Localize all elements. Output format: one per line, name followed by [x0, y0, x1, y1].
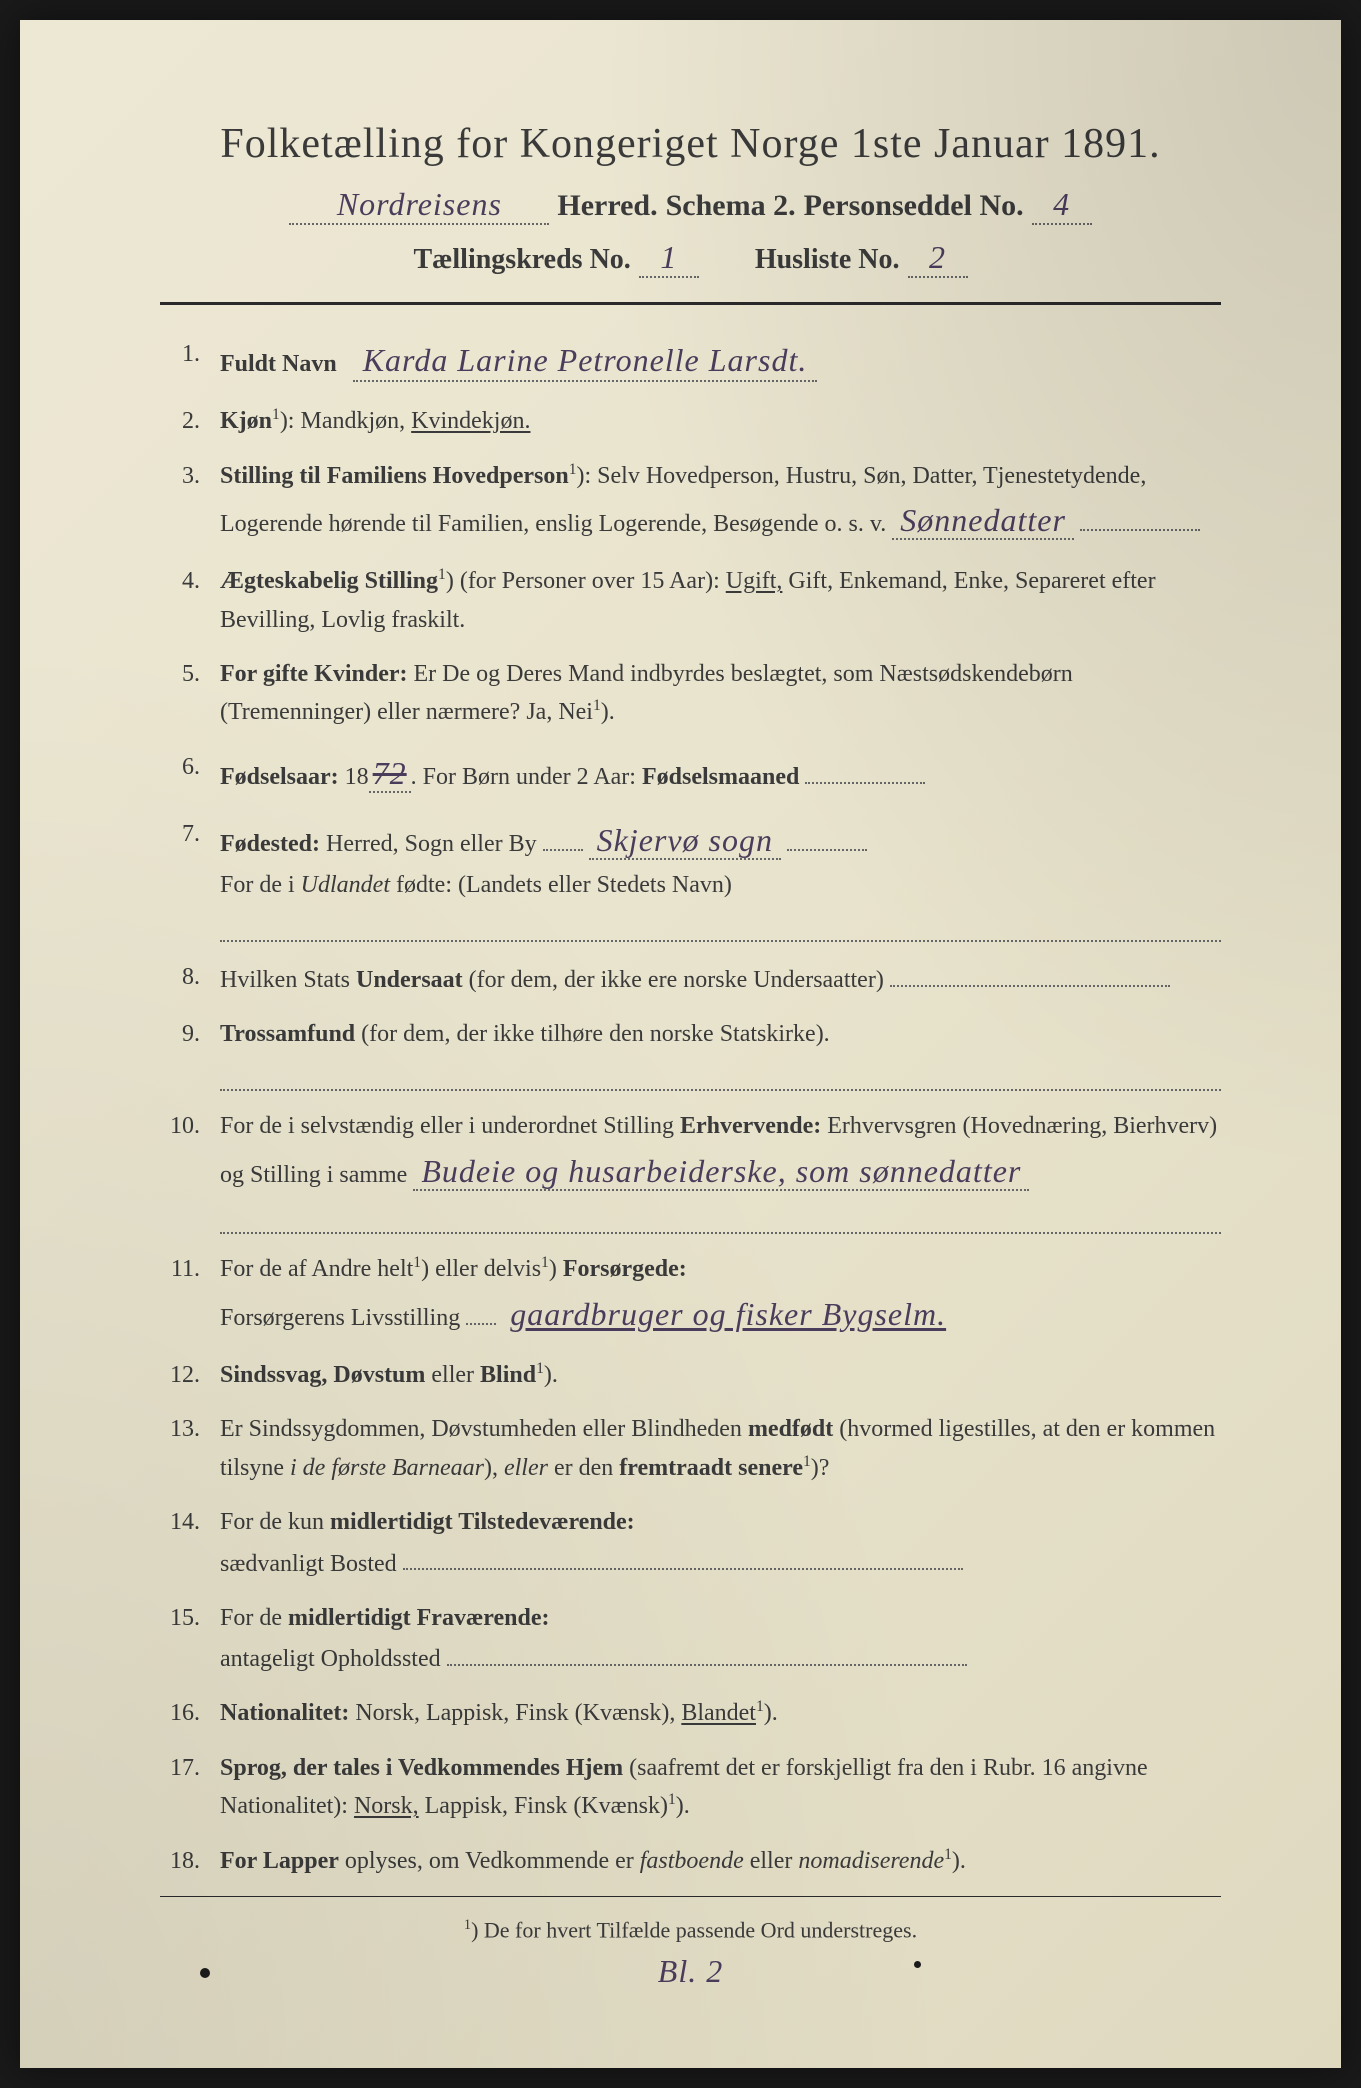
item-num: 11.: [160, 1250, 220, 1288]
item-num: 6.: [160, 748, 220, 786]
item-label: For gifte Kvinder:: [220, 661, 408, 687]
item-7: 7. Fødested: Herred, Sogn eller By Skjer…: [160, 815, 1221, 942]
item-num: 15.: [160, 1599, 220, 1637]
provider-value: gaardbruger og fisker Bygselm.: [502, 1296, 954, 1332]
item-num: 13.: [160, 1410, 220, 1448]
header-row-2: Tællingskreds No. 1 Husliste No. 2: [160, 239, 1221, 278]
item-1: 1. Fuldt Navn Karda Larine Petronelle La…: [160, 335, 1221, 386]
nationality-selected: Blandet: [681, 1700, 756, 1726]
item-12: 12. Sindssvag, Døvstum eller Blind1).: [160, 1356, 1221, 1394]
census-form-page: Folketælling for Kongeriget Norge 1ste J…: [20, 20, 1341, 2068]
item-num: 3.: [160, 457, 220, 495]
divider-top: [160, 302, 1221, 305]
relation-value: Sønnedatter: [892, 502, 1074, 540]
marital-selected: Ugift,: [726, 568, 783, 594]
gender-selected: Kvindekjøn.: [411, 408, 530, 434]
taellingskreds-no: 1: [639, 239, 699, 278]
item-8: 8. Hvilken Stats Undersaat (for dem, der…: [160, 958, 1221, 999]
footnote: 1) De for hvert Tilfælde passende Ord un…: [160, 1917, 1221, 1943]
schema-label: Schema 2.: [666, 189, 796, 223]
item-num: 8.: [160, 958, 220, 996]
bottom-annotation: Bl. 2: [160, 1953, 1221, 1990]
item-label: Fødested:: [220, 831, 320, 857]
full-name-value: Karda Larine Petronelle Larsdt.: [353, 342, 818, 382]
item-10: 10. For de i selvstændig eller i underor…: [160, 1107, 1221, 1234]
item-2: 2. Kjøn1): Mandkjøn, Kvindekjøn.: [160, 402, 1221, 440]
item-label: Ægteskabelig Stilling: [220, 568, 438, 594]
item-6: 6. Fødselsaar: 1872. For Børn under 2 Aa…: [160, 748, 1221, 799]
herred-label: Herred.: [557, 189, 657, 223]
item-label: Kjøn: [220, 408, 272, 434]
husliste-no: 2: [908, 239, 968, 278]
taellingskreds-label: Tællingskreds No.: [413, 244, 630, 276]
form-title: Folketælling for Kongeriget Norge 1ste J…: [160, 120, 1221, 168]
occupation-value: Budeie og husarbeiderske, som sønnedatte…: [413, 1153, 1029, 1191]
item-label: Stilling til Familiens Hovedperson: [220, 463, 569, 489]
item-num: 2.: [160, 402, 220, 440]
header-row-1: Nordreisens Herred. Schema 2. Personsedd…: [160, 186, 1221, 225]
item-label: Trossamfund: [220, 1021, 355, 1047]
item-14: 14. For de kun midlertidigt Tilstedevære…: [160, 1503, 1221, 1583]
item-num: 16.: [160, 1694, 220, 1732]
item-num: 18.: [160, 1842, 220, 1880]
ink-blot: [200, 1968, 210, 1978]
item-num: 1.: [160, 335, 220, 373]
herred-value: Nordreisens: [289, 186, 549, 225]
item-18: 18. For Lapper oplyses, om Vedkommende e…: [160, 1842, 1221, 1880]
item-label: Fødselsaar:: [220, 764, 339, 790]
item-num: 14.: [160, 1503, 220, 1541]
item-13: 13. Er Sindssygdommen, Døvstumheden elle…: [160, 1410, 1221, 1487]
item-num: 12.: [160, 1356, 220, 1394]
divider-bottom: [160, 1896, 1221, 1897]
husliste-label: Husliste No.: [755, 244, 900, 276]
item-num: 4.: [160, 562, 220, 600]
item-num: 9.: [160, 1015, 220, 1053]
item-3: 3. Stilling til Familiens Hovedperson1):…: [160, 457, 1221, 547]
item-9: 9. Trossamfund (for dem, der ikke tilhør…: [160, 1015, 1221, 1091]
item-11: 11. For de af Andre helt1) eller delvis1…: [160, 1250, 1221, 1340]
item-5: 5. For gifte Kvinder: Er De og Deres Man…: [160, 655, 1221, 732]
personseddel-no: 4: [1032, 186, 1092, 225]
item-15: 15. For de midlertidigt Fraværende: anta…: [160, 1599, 1221, 1679]
item-16: 16. Nationalitet: Norsk, Lappisk, Finsk …: [160, 1694, 1221, 1732]
language-selected: Norsk,: [354, 1793, 419, 1819]
item-num: 10.: [160, 1107, 220, 1145]
item-17: 17. Sprog, der tales i Vedkommendes Hjem…: [160, 1749, 1221, 1826]
personseddel-label: Personseddel No.: [804, 189, 1024, 223]
item-num: 5.: [160, 655, 220, 693]
ink-blot: [914, 1961, 921, 1968]
item-label: Fuldt Navn: [220, 351, 337, 377]
item-num: 7.: [160, 815, 220, 853]
birthplace-value: Skjervø sogn: [589, 822, 781, 860]
birth-year: 72: [369, 755, 411, 793]
item-4: 4. Ægteskabelig Stilling1) (for Personer…: [160, 562, 1221, 639]
item-num: 17.: [160, 1749, 220, 1787]
